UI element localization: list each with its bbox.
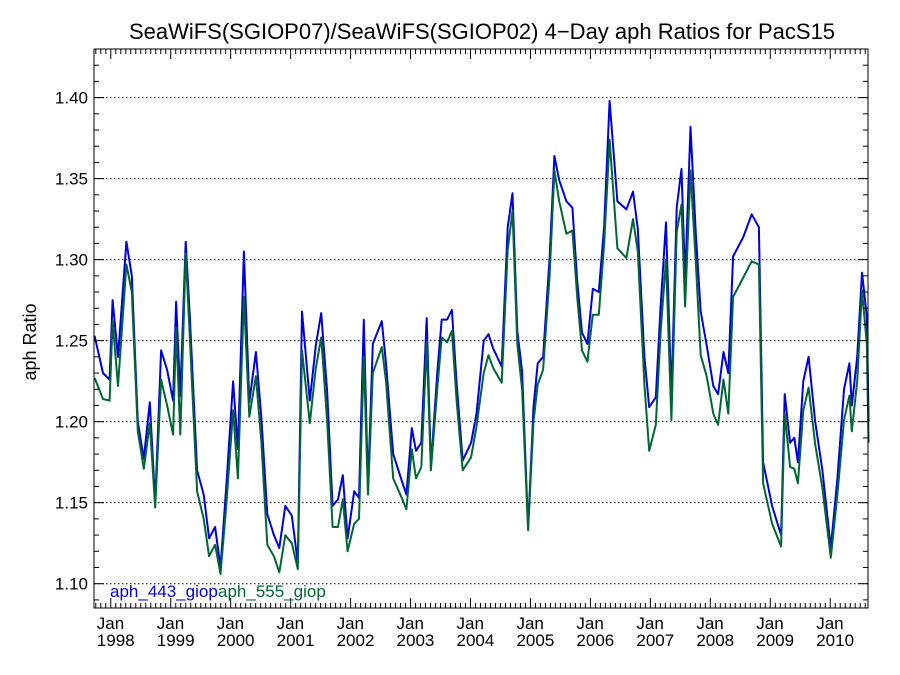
- x-tick-year: 2006: [576, 631, 614, 650]
- x-tick-year: 2005: [516, 631, 554, 650]
- series-line-aph-443-giop: [93, 99, 870, 569]
- x-tick-month: Jan: [636, 614, 663, 633]
- x-tick-month: Jan: [97, 614, 124, 633]
- x-tick-month: Jan: [157, 614, 184, 633]
- x-tick-year: 2007: [636, 631, 674, 650]
- y-tick-label: 1.10: [55, 575, 88, 594]
- x-tick-month: Jan: [816, 614, 843, 633]
- y-tick-label: 1.35: [55, 170, 88, 189]
- x-tick-year: 2000: [217, 631, 255, 650]
- x-tick-year: 2003: [397, 631, 435, 650]
- x-tick-year: 2001: [277, 631, 315, 650]
- x-tick-month: Jan: [696, 614, 723, 633]
- x-tick-month: Jan: [277, 614, 304, 633]
- legend: aph_443_giop aph_555_giop: [110, 582, 326, 601]
- legend-entry-aph-443-giop: aph_443_giop: [110, 582, 218, 601]
- legend-entry-aph-555-giop: aph_555_giop: [218, 582, 326, 601]
- x-tick-year: 2002: [337, 631, 375, 650]
- x-tick-month: Jan: [217, 614, 244, 633]
- series-line-aph-555-giop: [93, 138, 870, 575]
- x-tick-month: Jan: [457, 614, 484, 633]
- plot-frame: [93, 48, 869, 609]
- series-lines: [93, 99, 870, 575]
- x-tick-month: Jan: [516, 614, 543, 633]
- x-tick-year: 2008: [696, 631, 734, 650]
- y-axis-label: aph Ratio: [20, 303, 40, 380]
- y-tick-label: 1.25: [55, 332, 88, 351]
- x-tick-year: 1998: [97, 631, 135, 650]
- x-tick-year: 1999: [157, 631, 195, 650]
- x-tick-month: Jan: [397, 614, 424, 633]
- x-tick-month: Jan: [756, 614, 783, 633]
- y-tick-label: 1.30: [55, 251, 88, 270]
- axes-ticks: 1.101.151.201.251.301.351.40Jan1998Jan19…: [55, 49, 868, 650]
- chart-title: SeaWiFS(SGIOP07)/SeaWiFS(SGIOP02) 4−Day …: [129, 19, 835, 44]
- y-tick-label: 1.40: [55, 89, 88, 108]
- y-tick-label: 1.20: [55, 413, 88, 432]
- x-tick-year: 2004: [457, 631, 495, 650]
- x-tick-year: 2010: [816, 631, 854, 650]
- x-tick-month: Jan: [576, 614, 603, 633]
- x-tick-year: 2009: [756, 631, 794, 650]
- grid-lines: [94, 97, 868, 585]
- y-tick-label: 1.15: [55, 494, 88, 513]
- x-tick-month: Jan: [337, 614, 364, 633]
